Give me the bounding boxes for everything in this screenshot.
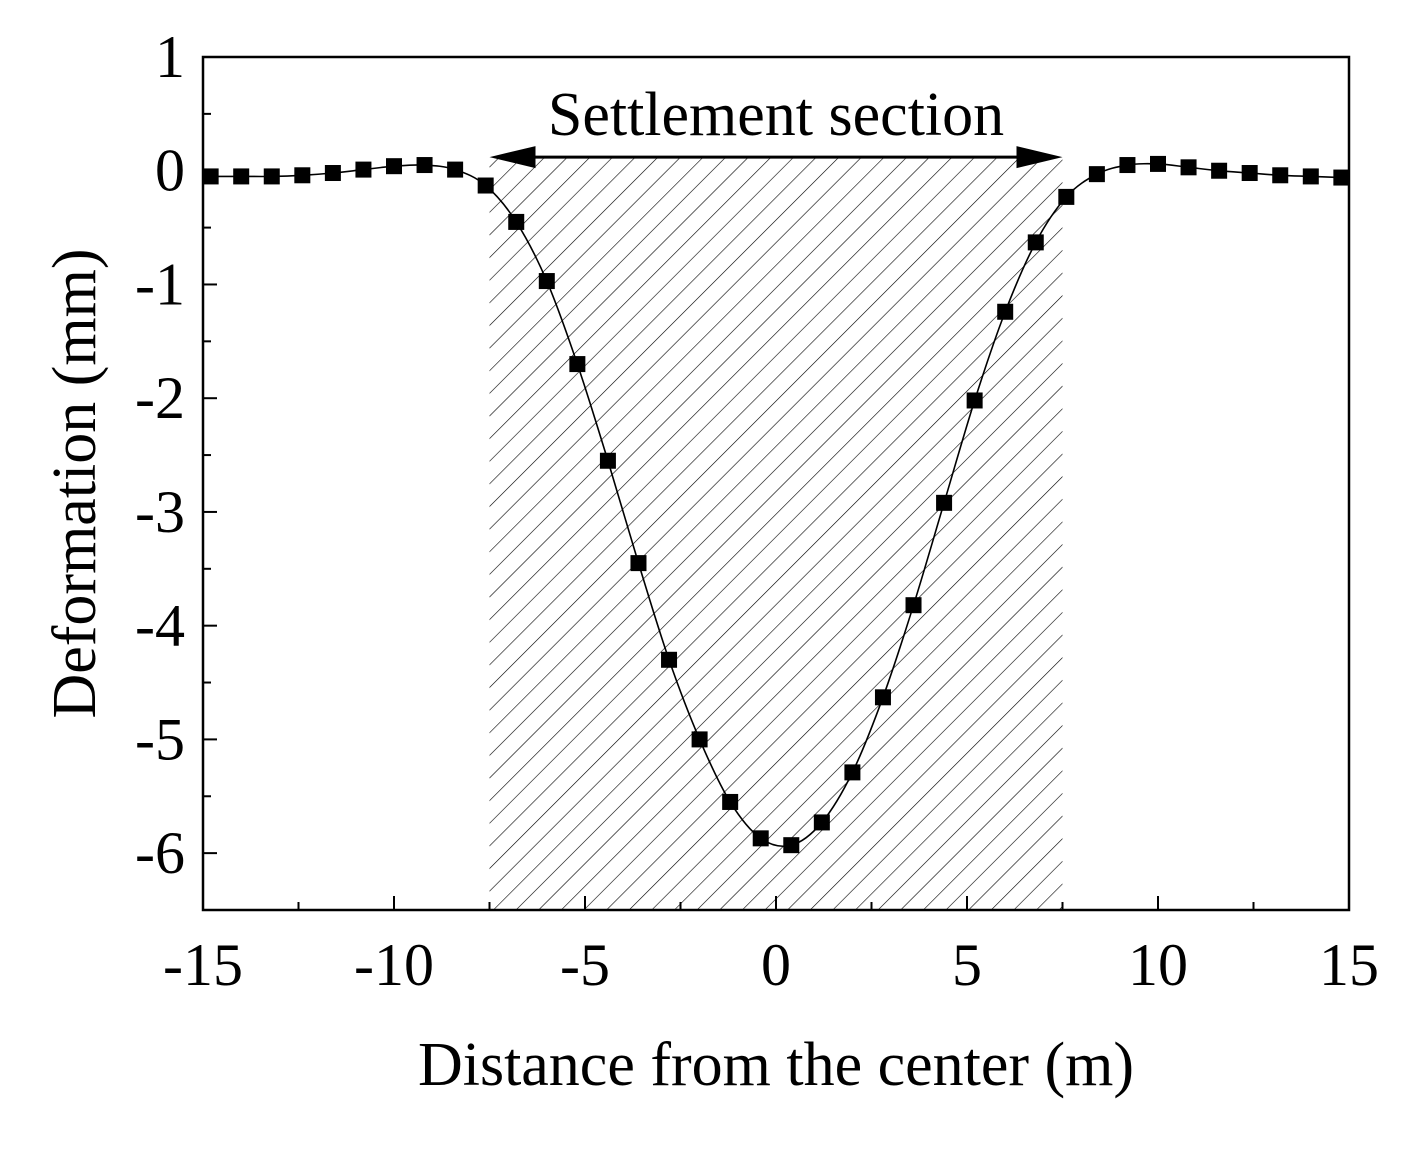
x-tick-label: -10 [354, 932, 434, 998]
series-line [210, 162, 1342, 848]
y-tick-labels: 1 0 -1 -2 -3 -4 -5 -6 [135, 24, 185, 886]
arrow-head-right [1016, 146, 1063, 169]
settlement-region [489, 157, 1063, 910]
data-point [966, 392, 983, 409]
data-point [874, 689, 891, 706]
data-point [1027, 234, 1044, 251]
data-point [569, 356, 586, 373]
x-tick-label: -5 [560, 932, 610, 998]
data-point [233, 168, 250, 185]
data-point [1150, 155, 1166, 172]
x-tick-label: 5 [952, 932, 982, 998]
data-point [324, 165, 341, 182]
data-point [1058, 188, 1075, 205]
y-tick-label: 0 [155, 138, 185, 204]
y-tick-label: -2 [135, 365, 185, 431]
data-point [783, 837, 800, 854]
series-markers [202, 155, 1350, 854]
data-point [538, 273, 555, 290]
y-tick-label: -3 [135, 479, 185, 545]
data-point [294, 167, 311, 184]
plot-frame [201, 55, 1351, 912]
y-axis-title: Deformation (mm) [41, 248, 109, 718]
data-point [630, 555, 647, 572]
data-point [691, 731, 708, 748]
data-point [1211, 162, 1228, 179]
data-point [844, 764, 861, 781]
data-point [202, 168, 219, 185]
data-point [1333, 169, 1350, 186]
annotation-label: Settlement section [548, 81, 1004, 149]
x-tick-labels: -15 -10 -5 0 5 10 15 [163, 932, 1379, 998]
data-point [1241, 165, 1258, 182]
data-point [936, 494, 953, 511]
data-point [508, 213, 525, 230]
data-point [997, 303, 1014, 320]
data-point [661, 651, 678, 668]
x-tick-label: -15 [163, 932, 243, 998]
x-tick-label: 10 [1128, 932, 1188, 998]
data-point [722, 793, 739, 810]
data-point [813, 814, 830, 831]
data-point [1180, 159, 1197, 176]
data-point [905, 597, 922, 614]
y-tick-label: -4 [135, 593, 185, 659]
data-point [447, 161, 464, 178]
data-point [1088, 166, 1105, 183]
settlement-annotation: Settlement section [489, 81, 1063, 169]
data-point [1302, 168, 1319, 185]
x-tick-label: 0 [761, 932, 791, 998]
data-point [477, 177, 494, 194]
data-point [599, 452, 616, 469]
data-point [355, 161, 372, 178]
data-point [386, 158, 402, 175]
data-point [416, 157, 433, 174]
arrow-head-left [489, 146, 536, 169]
y-tick-label: -5 [135, 706, 185, 772]
y-tick-label: 1 [155, 24, 185, 90]
y-tick-label: -1 [135, 251, 185, 317]
data-point [1119, 157, 1136, 174]
y-tick-label: -6 [135, 820, 185, 886]
x-axis-title: Distance from the center (m) [418, 1031, 1134, 1099]
data-point [1272, 167, 1289, 184]
data-point [263, 168, 280, 185]
x-tick-label: 15 [1319, 932, 1379, 998]
data-point [752, 830, 769, 847]
